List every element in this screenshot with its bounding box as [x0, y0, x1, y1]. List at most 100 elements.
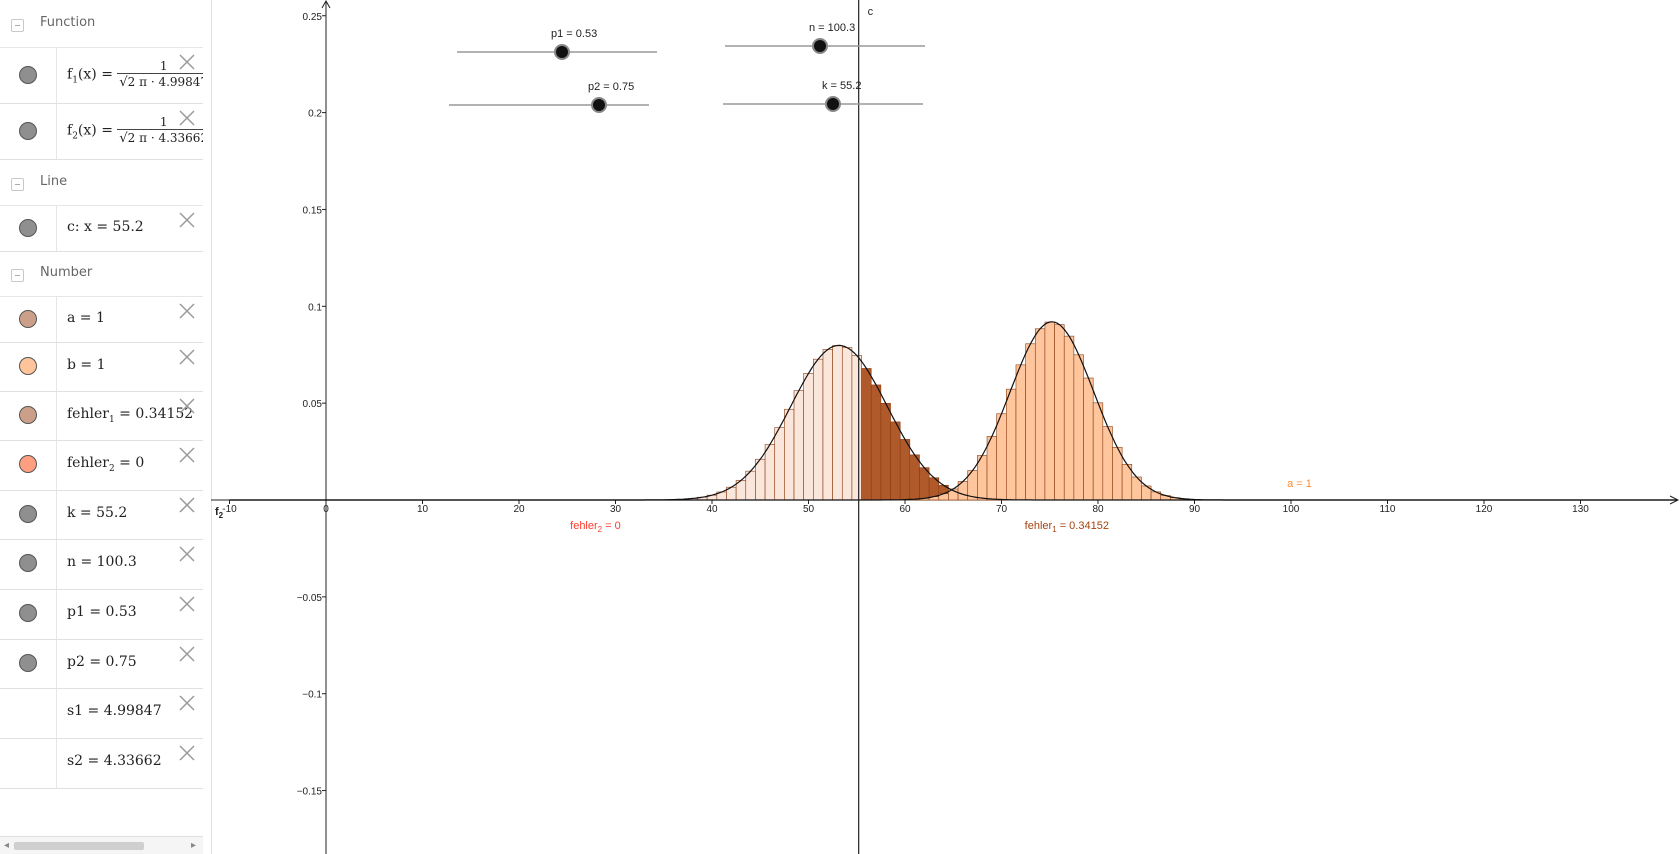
- expr-f1[interactable]: f1(x) = 1 √2 π · 4.99847: [67, 59, 203, 90]
- visibility-toggle[interactable]: [19, 505, 37, 523]
- function-f1-curve[interactable]: [229, 344, 1678, 501]
- group-label: Function: [40, 15, 96, 30]
- expr-p2[interactable]: p2 = 0.75: [67, 654, 137, 670]
- visibility-toggle[interactable]: [19, 654, 37, 672]
- algebra-item-a[interactable]: a = 1: [0, 297, 203, 343]
- histogram-bar-f2: [1025, 343, 1036, 501]
- graphics-view[interactable]: -10 0 10 20 30 40 50 60 70 80 90 100 110 120 130 0.25 0.…: [211, 0, 1680, 854]
- line-c-label: c: [868, 6, 874, 18]
- histogram-bar-f1: [870, 384, 882, 501]
- algebra-item-n[interactable]: n = 100.3: [0, 540, 203, 590]
- delete-icon[interactable]: [177, 347, 197, 367]
- x-axis-arrow: [1669, 495, 1680, 505]
- algebra-item-s2[interactable]: s2 = 4.33662: [0, 739, 203, 789]
- slider-p1[interactable]: p1 = 0.53: [457, 28, 657, 60]
- algebra-item-f2[interactable]: f2(x) = 1 √2 π · 4.33662: [0, 104, 203, 160]
- fehler2-label: fehler2 = 0: [570, 520, 621, 534]
- expr-s1[interactable]: s1 = 4.99847: [67, 703, 162, 719]
- algebra-item-b[interactable]: b = 1: [0, 343, 203, 392]
- histogram-bar-f1: [909, 454, 920, 501]
- algebra-item-s1[interactable]: s1 = 4.99847: [0, 689, 203, 739]
- collapse-toggle-icon[interactable]: [11, 178, 24, 191]
- visibility-toggle[interactable]: [19, 219, 37, 237]
- slider-k[interactable]: k = 55.2: [723, 80, 923, 112]
- delete-icon[interactable]: [177, 301, 197, 321]
- delete-icon[interactable]: [177, 210, 197, 230]
- expr-k[interactable]: k = 55.2: [67, 505, 128, 521]
- group-number[interactable]: Number: [0, 252, 203, 297]
- algebra-item-p2[interactable]: p2 = 0.75: [0, 640, 203, 689]
- y-tick-label: 0.1: [308, 302, 322, 313]
- histogram-bar-f1: [851, 355, 862, 501]
- delete-icon[interactable]: [177, 495, 197, 515]
- group-line[interactable]: Line: [0, 160, 203, 206]
- delete-icon[interactable]: [177, 108, 197, 128]
- scrollbar-thumb[interactable]: [14, 842, 144, 850]
- group-function[interactable]: Function: [0, 0, 203, 48]
- delete-icon[interactable]: [177, 693, 197, 713]
- slider-p2-handle[interactable]: [591, 97, 607, 113]
- algebra-item-c[interactable]: c: x = 55.2: [0, 206, 203, 252]
- delete-icon[interactable]: [177, 396, 197, 416]
- visibility-toggle[interactable]: [19, 357, 37, 375]
- histogram-bar-f1: [813, 358, 824, 501]
- visibility-toggle[interactable]: [19, 122, 37, 140]
- expr-f2[interactable]: f2(x) = 1 √2 π · 4.33662: [67, 115, 203, 146]
- algebra-item-f1[interactable]: f1(x) = 1 √2 π · 4.99847: [0, 48, 203, 104]
- expr-b[interactable]: b = 1: [67, 357, 106, 373]
- slider-p2-label: p2 = 0.75: [588, 81, 634, 93]
- x-tick-label: 110: [1380, 504, 1396, 515]
- delete-icon[interactable]: [177, 644, 197, 664]
- expr-fehler2[interactable]: fehler2 = 0: [67, 455, 145, 474]
- visibility-toggle[interactable]: [19, 406, 37, 424]
- algebra-item-fehler2[interactable]: fehler2 = 0: [0, 441, 203, 491]
- histogram-bar-f1: [899, 439, 911, 501]
- algebra-item-fehler1[interactable]: fehler1 = 0.34152: [0, 392, 203, 441]
- expr-n[interactable]: n = 100.3: [67, 554, 137, 570]
- scroll-left-icon[interactable]: ◂: [4, 840, 10, 851]
- histogram-bar-f2: [986, 436, 997, 501]
- expr-fehler1[interactable]: fehler1 = 0.34152: [67, 406, 194, 425]
- histogram-bar-f1: [822, 349, 833, 501]
- slider-p1-handle[interactable]: [554, 44, 570, 60]
- visibility-toggle[interactable]: [19, 66, 37, 84]
- scroll-right-icon[interactable]: ▸: [191, 840, 197, 851]
- collapse-toggle-icon[interactable]: [11, 269, 24, 282]
- histogram-bar-f2: [1083, 377, 1094, 501]
- visibility-toggle[interactable]: [19, 604, 37, 622]
- delete-icon[interactable]: [177, 743, 197, 763]
- slider-k-handle[interactable]: [825, 96, 841, 112]
- algebra-view[interactable]: Function f1(x) = 1 √2 π · 4.99847 f2(x) =…: [0, 0, 204, 854]
- visibility-toggle[interactable]: [19, 310, 37, 328]
- delete-icon[interactable]: [177, 445, 197, 465]
- histogram-bar-f1: [841, 347, 853, 501]
- algebra-item-k[interactable]: k = 55.2: [0, 491, 203, 540]
- slider-p2[interactable]: p2 = 0.75: [449, 81, 649, 113]
- delete-icon[interactable]: [177, 594, 197, 614]
- horizontal-scrollbar[interactable]: ◂ ▸: [0, 836, 203, 854]
- histogram-bar-f1: [774, 427, 785, 501]
- histogram-bar-f1: [890, 421, 901, 501]
- collapse-toggle-icon[interactable]: [11, 19, 24, 32]
- algebra-item-p1[interactable]: p1 = 0.53: [0, 590, 203, 640]
- slider-n[interactable]: n = 100.3: [725, 22, 925, 54]
- expr-s2[interactable]: s2 = 4.33662: [67, 753, 162, 769]
- histogram-bar-f2: [1015, 364, 1026, 501]
- visibility-toggle[interactable]: [19, 455, 37, 473]
- view-splitter[interactable]: [203, 0, 212, 854]
- x-tick-label: 100: [1283, 504, 1300, 515]
- expr-c[interactable]: c: x = 55.2: [67, 219, 144, 235]
- function-f2-curve[interactable]: [229, 321, 1678, 501]
- histogram-bar-f2: [996, 413, 1007, 501]
- histogram-bar-f1: [832, 345, 843, 501]
- x-tick-label: 30: [610, 504, 622, 515]
- x-tick-label: 60: [899, 504, 911, 515]
- histogram-bar-f2: [1073, 354, 1084, 501]
- visibility-toggle[interactable]: [19, 554, 37, 572]
- slider-n-handle[interactable]: [812, 38, 828, 54]
- delete-icon[interactable]: [177, 544, 197, 564]
- graphics-canvas[interactable]: -10 0 10 20 30 40 50 60 70 80 90 100 110 120 130 0.25 0.…: [211, 0, 1680, 854]
- expr-p1[interactable]: p1 = 0.53: [67, 604, 137, 620]
- delete-icon[interactable]: [177, 52, 197, 72]
- expr-a[interactable]: a = 1: [67, 310, 105, 326]
